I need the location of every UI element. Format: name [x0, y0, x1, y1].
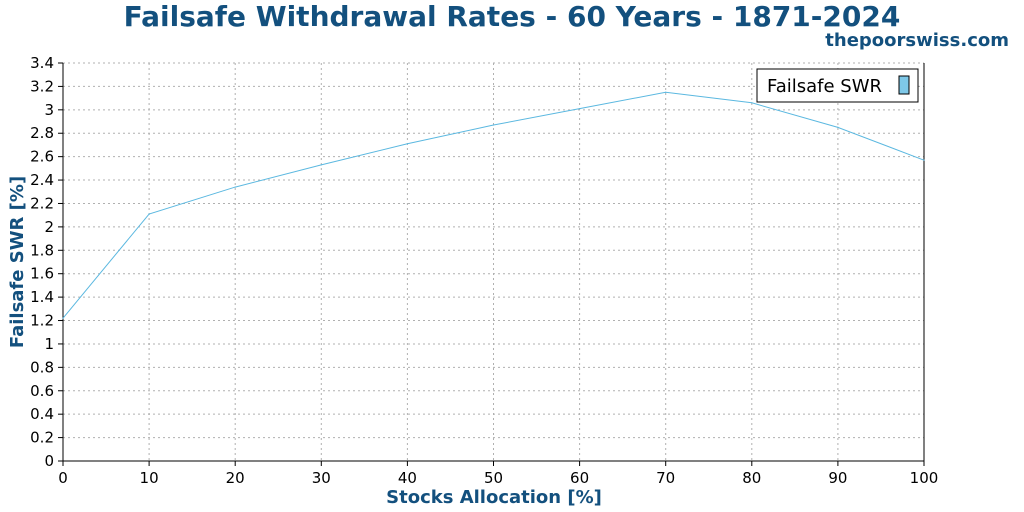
data-point: [492, 124, 495, 126]
chart-title: Failsafe Withdrawal Rates - 60 Years - 1…: [124, 0, 901, 33]
series-layer: [62, 91, 925, 319]
y-tick-label: 0: [44, 452, 54, 470]
y-tick-label: 3.4: [30, 54, 54, 72]
y-tick-label: 0.2: [30, 429, 54, 447]
data-point: [751, 102, 753, 104]
x-tick-label: 10: [140, 469, 159, 487]
legend-box: [756, 68, 919, 103]
chart-subtitle: thepoorswiss.com: [825, 30, 1009, 51]
y-tick-label: 0.8: [30, 358, 54, 376]
y-tick-label: 3: [44, 101, 54, 119]
axis-layer: [62, 63, 925, 462]
y-tick-label: 0.4: [30, 405, 54, 423]
y-tick-label: 1.6: [30, 265, 54, 283]
data-point: [837, 126, 839, 128]
y-tick-label: 1.2: [30, 312, 54, 330]
x-tick-label: 60: [570, 469, 589, 487]
legend-swatch: [898, 75, 910, 95]
y-tick-label: 2.8: [30, 124, 54, 142]
x-tick-label: 20: [226, 469, 245, 487]
grid-layer: [63, 62, 924, 461]
data-point: [923, 159, 925, 161]
x-axis-label: Stocks Allocation [%]: [386, 487, 602, 508]
x-tick-label: 30: [312, 469, 331, 487]
y-tick-label: 1: [44, 335, 54, 353]
x-tick-label: 0: [58, 469, 68, 487]
data-point: [320, 164, 322, 166]
legend-label: Failsafe SWR: [767, 76, 882, 97]
y-tick-label: 3.2: [30, 77, 54, 95]
y-tick-label: 2.2: [30, 194, 54, 212]
y-tick-label: 1.4: [30, 288, 54, 306]
y-tick-label: 2: [44, 218, 54, 236]
x-tick-label: 90: [828, 469, 847, 487]
y-tick-label: 2.6: [30, 148, 54, 166]
x-tick-label: 70: [656, 469, 675, 487]
y-axis-label: Failsafe SWR [%]: [7, 176, 28, 348]
data-point: [148, 213, 150, 215]
data-point: [406, 143, 408, 145]
x-tick-label: 80: [742, 469, 761, 487]
x-tick-label: 100: [910, 469, 939, 487]
y-tick-label: 0.6: [30, 382, 54, 400]
y-tick-label: 1.8: [30, 241, 54, 259]
x-tick-label: 40: [398, 469, 417, 487]
ticks-layer: 0 0.2 0.4 0.6 0.8 1 1.2 1.4 1.6 1.8 2 2.2 2.4 2.6 2.8 3…: [30, 54, 938, 487]
x-tick-label: 50: [484, 469, 503, 487]
data-point: [665, 91, 667, 93]
data-point: [62, 317, 64, 319]
y-tick-label: 2.4: [30, 171, 54, 189]
data-point: [579, 108, 581, 110]
data-point: [234, 186, 236, 188]
legend: Failsafe SWR: [756, 68, 919, 103]
